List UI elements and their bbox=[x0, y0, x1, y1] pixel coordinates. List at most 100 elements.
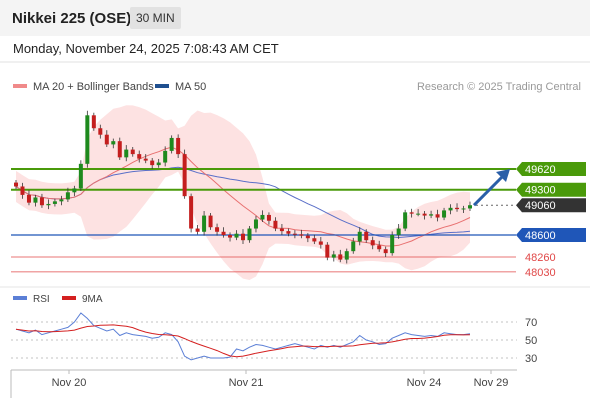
price-tag-49620 bbox=[516, 162, 586, 176]
candle-body bbox=[396, 228, 401, 235]
ma20-legend-swatch bbox=[13, 84, 27, 88]
candle-body bbox=[422, 213, 427, 216]
ma20-line bbox=[15, 146, 471, 247]
candle-body bbox=[383, 249, 388, 254]
x-axis-label: Nov 24 bbox=[407, 377, 442, 389]
price-label-49300: 49300 bbox=[525, 185, 556, 197]
candle-body bbox=[117, 141, 122, 158]
candle-body bbox=[266, 214, 271, 221]
candle-body bbox=[390, 235, 395, 254]
ma50-legend-swatch bbox=[155, 84, 169, 88]
rsi-line bbox=[15, 312, 471, 361]
candle-body bbox=[247, 228, 252, 241]
ma20-legend-label: MA 20 + Bollinger Bands bbox=[33, 81, 154, 93]
x-axis-label: Nov 29 bbox=[474, 377, 509, 389]
candle-body bbox=[202, 215, 207, 232]
x-axis-label: Nov 21 bbox=[229, 377, 264, 389]
rsi-ma-legend-label: 9MA bbox=[82, 294, 103, 305]
candle-body bbox=[351, 241, 356, 252]
candle-body bbox=[403, 212, 408, 229]
candle-body bbox=[215, 227, 220, 232]
candle-body bbox=[377, 245, 382, 250]
candle-body bbox=[241, 233, 245, 241]
candle-body bbox=[228, 235, 233, 238]
timeframe-badge[interactable]: 30 MIN bbox=[130, 7, 181, 29]
price-label-48030: 48030 bbox=[525, 267, 556, 279]
candle-body bbox=[221, 231, 226, 235]
candle-body bbox=[72, 188, 77, 193]
candle-body bbox=[137, 154, 142, 159]
candle-body bbox=[26, 194, 31, 203]
rsi-tick-label-70: 70 bbox=[525, 317, 537, 329]
candle-body bbox=[344, 251, 349, 260]
candle-body bbox=[104, 134, 109, 145]
price-label-49620: 49620 bbox=[525, 164, 556, 176]
candle-body bbox=[208, 215, 213, 228]
rsi-legend-label: RSI bbox=[33, 294, 50, 305]
candle-body bbox=[286, 231, 291, 234]
candle-body bbox=[279, 228, 284, 232]
candle-body bbox=[143, 158, 148, 161]
candle-body bbox=[370, 240, 375, 246]
candle-body bbox=[111, 141, 116, 145]
candle-body bbox=[33, 197, 38, 203]
candle-body bbox=[85, 115, 90, 164]
candle-body bbox=[416, 213, 421, 215]
candle-body bbox=[182, 154, 187, 197]
candle-body bbox=[409, 212, 414, 214]
candle-body bbox=[98, 128, 103, 135]
candle-body bbox=[292, 233, 297, 235]
candle-body bbox=[150, 160, 155, 166]
candle-body bbox=[195, 228, 200, 232]
candle-body bbox=[442, 210, 447, 218]
candle-body bbox=[65, 192, 70, 200]
candle-body bbox=[78, 163, 83, 189]
price-label-49060: 49060 bbox=[525, 200, 556, 212]
candle-body bbox=[318, 241, 323, 245]
candle-body bbox=[429, 214, 434, 216]
candle-body bbox=[448, 207, 453, 211]
candle-body bbox=[468, 205, 472, 209]
candle-body bbox=[331, 254, 336, 258]
candle-body bbox=[435, 214, 440, 218]
candle-body bbox=[59, 199, 64, 202]
price-label-48260: 48260 bbox=[525, 252, 556, 264]
x-axis-label: Nov 20 bbox=[52, 377, 87, 389]
rsi-legend-swatch bbox=[13, 296, 27, 300]
rsi-tick-label-50: 50 bbox=[525, 335, 537, 347]
price-tag-49300 bbox=[516, 182, 586, 197]
price-label-48600: 48600 bbox=[525, 230, 556, 242]
candle-body bbox=[273, 220, 278, 229]
ma50-legend-label: MA 50 bbox=[175, 81, 206, 93]
candle-body bbox=[39, 197, 44, 206]
candle-body bbox=[176, 137, 181, 155]
candle-body bbox=[130, 149, 135, 155]
candle-body bbox=[253, 219, 258, 229]
candle-body bbox=[299, 234, 304, 236]
rsi-ma-line bbox=[15, 324, 471, 358]
candle-body bbox=[357, 231, 362, 242]
candle-body bbox=[156, 162, 161, 166]
candle-body bbox=[325, 244, 330, 258]
candle-body bbox=[305, 235, 310, 239]
copyright-label: Research © 2025 Trading Central bbox=[417, 81, 581, 93]
datetime-label: Monday, November 24, 2025 7:08:43 AM CET bbox=[13, 41, 279, 56]
candle-body bbox=[163, 150, 168, 163]
header-bar bbox=[0, 0, 590, 36]
candle-body bbox=[91, 115, 96, 129]
trend-arrow-head bbox=[496, 169, 510, 182]
price-tag-48600 bbox=[516, 228, 586, 242]
candle-body bbox=[455, 207, 460, 210]
candle-body bbox=[169, 137, 174, 151]
rsi-tick-label-30: 30 bbox=[525, 353, 537, 365]
candle-body bbox=[14, 182, 18, 187]
rsi-ma-legend-swatch bbox=[62, 296, 76, 300]
candle-body bbox=[260, 214, 265, 220]
candle-body bbox=[461, 208, 466, 210]
candle-body bbox=[124, 149, 129, 158]
candle-body bbox=[46, 203, 51, 206]
candle-body bbox=[364, 231, 369, 241]
trend-arrow-shaft bbox=[472, 173, 506, 207]
candle-body bbox=[20, 186, 25, 195]
